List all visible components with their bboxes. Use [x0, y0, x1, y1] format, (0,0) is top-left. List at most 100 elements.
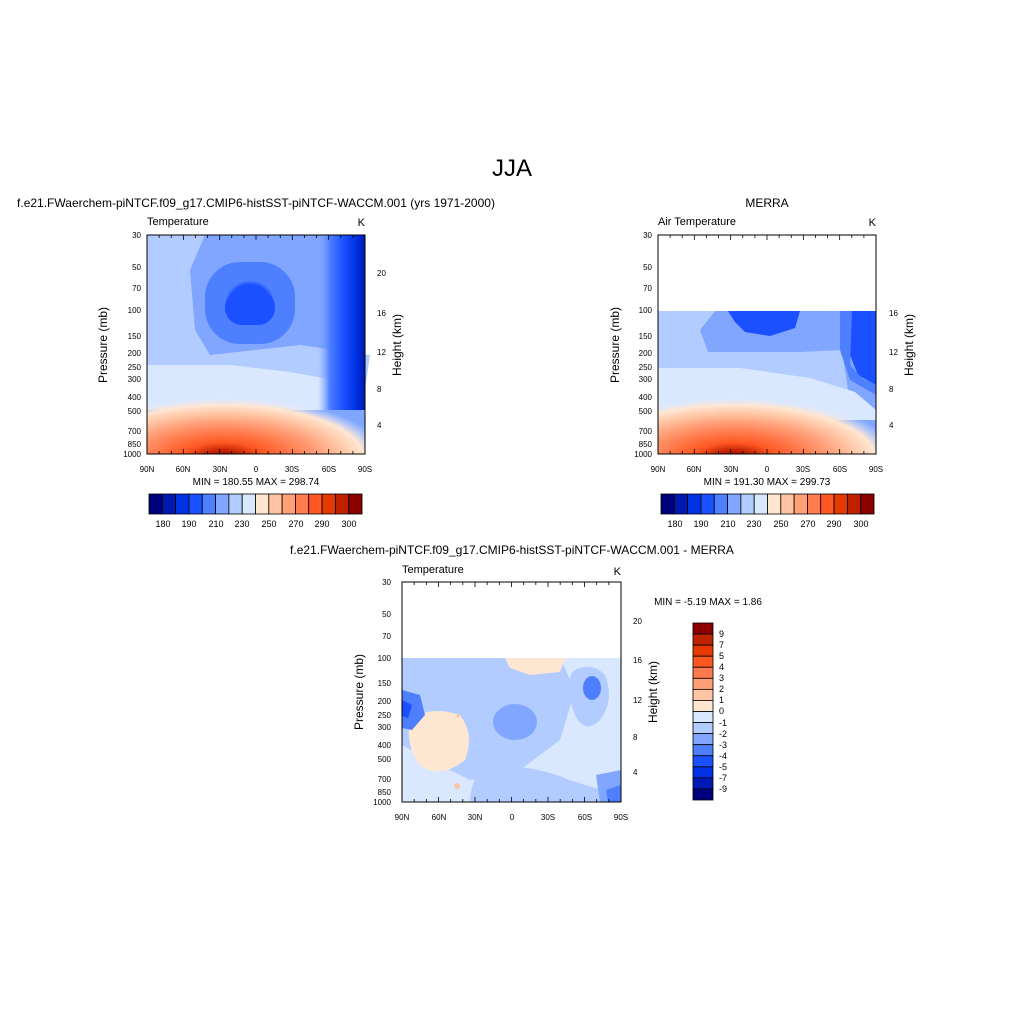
x-tick: 60S: [578, 813, 592, 822]
colorbar-swatch: [241, 493, 256, 515]
y-axis-right: 16 12 8 4: [889, 309, 898, 430]
colorbar-swatch: [228, 493, 243, 515]
colorbar-label: 290: [826, 519, 841, 529]
colorbar-swatch: [255, 493, 270, 515]
colorbar-swatch: [807, 493, 822, 515]
x-tick: 30N: [213, 465, 228, 474]
colorbar-swatch: [692, 700, 714, 712]
y-axis-left: 30 50 70 100 150 200 250 300 400 500 700…: [123, 231, 141, 459]
colorbar: [148, 493, 363, 515]
y-tick: 70: [643, 284, 652, 293]
y-right-tick: 4: [889, 421, 894, 430]
y-tick: 850: [378, 788, 392, 797]
y-tick: 100: [639, 306, 653, 315]
y-tick: 200: [639, 349, 653, 358]
x-tick: 60N: [687, 465, 702, 474]
panel-model: f.e21.FWaerchem-piNTCF.f09_g17.CMIP6-his…: [17, 196, 495, 529]
colorbar-swatch: [700, 493, 715, 515]
y-right-tick: 16: [633, 656, 642, 665]
stats-label: MIN = 191.30 MAX = 299.73: [704, 477, 831, 488]
x-axis: 90N 60N 30N 0 30S 60S 90S: [651, 465, 883, 474]
y-right-tick: 12: [889, 348, 898, 357]
colorbar-swatch: [660, 493, 675, 515]
colorbar-swatch: [692, 755, 714, 768]
panel-title: f.e21.FWaerchem-piNTCF.f09_g17.CMIP6-his…: [17, 196, 495, 210]
x-tick: 90N: [651, 465, 666, 474]
x-tick: 30N: [724, 465, 739, 474]
colorbar-label: 9: [719, 629, 724, 639]
colorbar-swatch: [692, 688, 714, 701]
colorbar-label: 180: [155, 519, 170, 529]
y-tick: 50: [643, 263, 652, 272]
y-tick: 400: [639, 393, 653, 402]
colorbar-swatch: [793, 493, 808, 515]
y-tick: 200: [378, 697, 392, 706]
x-tick: 90N: [140, 465, 155, 474]
y-tick: 500: [128, 407, 142, 416]
colorbar-swatch: [308, 493, 323, 515]
x-tick: 30N: [468, 813, 483, 822]
colorbar-label: 1: [719, 695, 724, 705]
colorbar-label: -2: [719, 729, 727, 739]
colorbar-swatch: [692, 788, 714, 801]
y-tick: 150: [128, 332, 142, 341]
x-tick: 0: [510, 813, 515, 822]
y-right-tick: 20: [633, 617, 642, 626]
y-right-tick: 8: [633, 733, 638, 742]
stats-label: MIN = -5.19 MAX = 1.86: [654, 597, 762, 608]
colorbar-swatch: [348, 493, 363, 515]
colorbar-label: -7: [719, 773, 727, 783]
y-tick: 250: [128, 363, 142, 372]
colorbar-swatch: [687, 493, 702, 515]
colorbar-swatch: [673, 493, 689, 515]
colorbar-swatch: [268, 493, 283, 515]
y-tick: 850: [639, 440, 653, 449]
units-label: K: [358, 217, 366, 229]
colorbar-swatch: [692, 744, 714, 757]
y-tick: 1000: [373, 798, 391, 807]
colorbar-swatch: [740, 493, 755, 515]
colorbar-swatch: [753, 493, 768, 515]
colorbar-label: 250: [261, 519, 276, 529]
panel-merra: MERRA Air Temperature K 30 50 70 100 150…: [608, 196, 916, 529]
colorbar-label: -3: [719, 740, 727, 750]
colorbar-label: 270: [288, 519, 303, 529]
x-tick: 60S: [833, 465, 847, 474]
x-axis: 90N 60N 30N 0 30S 60S 90S: [140, 465, 372, 474]
colorbar-label: 5: [719, 651, 724, 661]
colorbar-swatch: [334, 493, 350, 515]
colorbar-label: 190: [181, 519, 196, 529]
tick-marks: [146, 235, 877, 802]
colorbar-label: 210: [720, 519, 735, 529]
y-tick: 100: [128, 306, 142, 315]
y-tick: 300: [639, 375, 653, 384]
x-tick: 90N: [395, 813, 410, 822]
y-tick: 30: [132, 231, 141, 240]
y-tick: 400: [378, 741, 392, 750]
colorbar-label: -1: [719, 718, 727, 728]
panel-difference: f.e21.FWaerchem-piNTCF.f09_g17.CMIP6-his…: [290, 543, 762, 822]
y-axis-label: Pressure (mb): [96, 307, 110, 383]
colorbar-swatch: [860, 493, 875, 515]
x-tick: 30S: [796, 465, 810, 474]
colorbar-label: 300: [853, 519, 868, 529]
x-tick: 0: [254, 465, 259, 474]
x-tick: 90S: [869, 465, 883, 474]
y-axis-left: 30 50 70 100 150 200 250 300 400 500 700…: [634, 231, 652, 459]
y-right-tick: 16: [377, 309, 386, 318]
y-axis-right-label: Height (km): [390, 314, 404, 376]
colorbar-swatch: [713, 493, 728, 515]
colorbar-label: -4: [719, 751, 727, 761]
colorbar: [660, 493, 875, 515]
subtitle-left: Temperature: [147, 216, 209, 228]
y-tick: 300: [378, 723, 392, 732]
y-tick: 150: [639, 332, 653, 341]
colorbar-label: 250: [773, 519, 788, 529]
subtitle-left: Air Temperature: [658, 216, 736, 228]
colorbar-swatch: [692, 711, 714, 723]
colorbar-label: 270: [800, 519, 815, 529]
y-right-tick: 12: [633, 696, 642, 705]
units-label: K: [614, 566, 622, 578]
y-tick: 30: [382, 578, 391, 587]
